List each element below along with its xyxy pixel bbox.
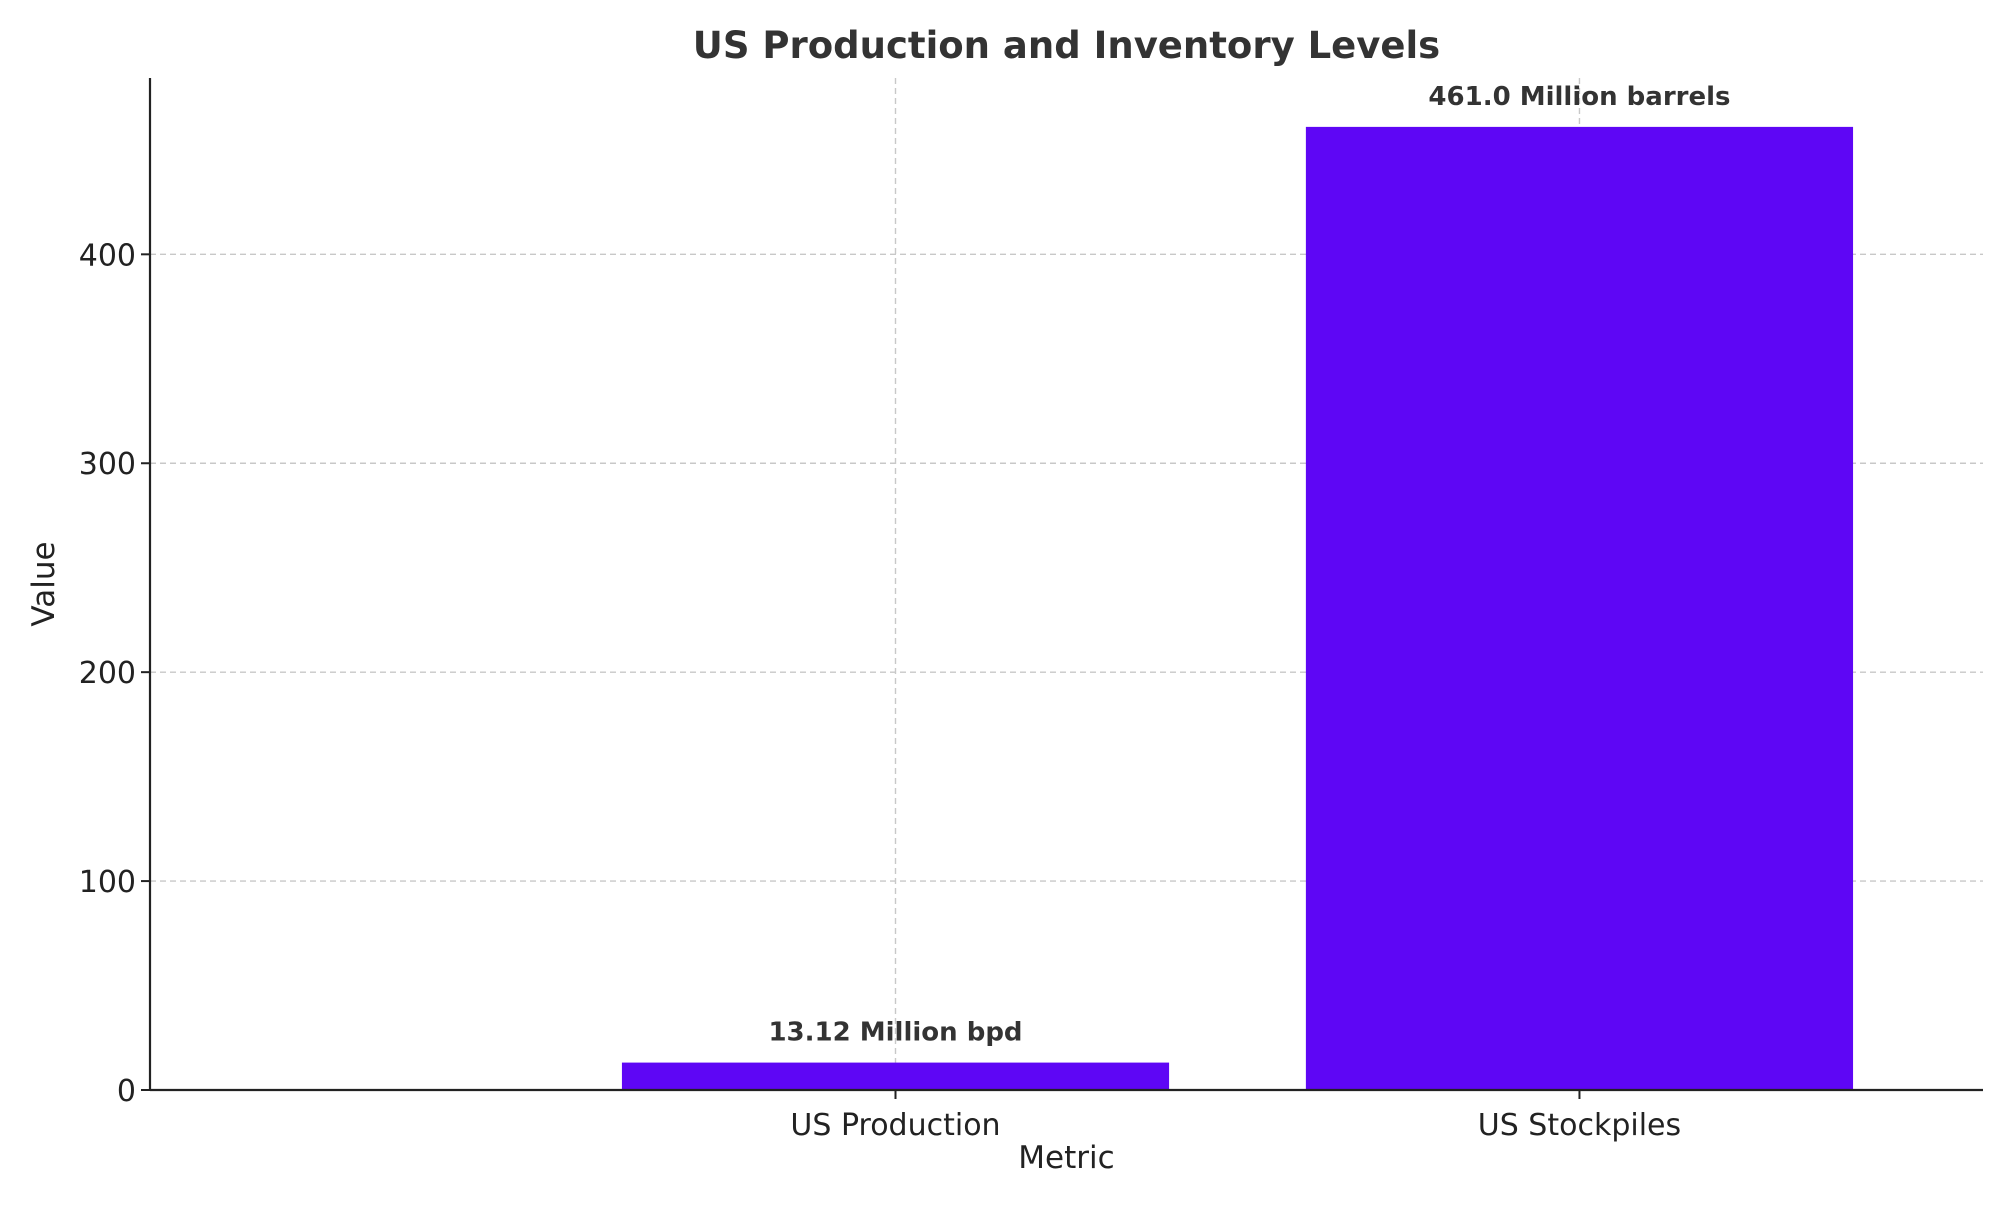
data-labels: 13.12 Million bpd 461.0 Million barrels	[768, 82, 1730, 1048]
x-axis-label: Metric	[1018, 1140, 1114, 1176]
x-tick-label: US Stockpiles	[1478, 1108, 1681, 1143]
y-tick-label: 400	[79, 238, 136, 273]
y-axis-label: Value	[26, 541, 62, 626]
y-tick-label: 0	[117, 1074, 136, 1109]
bars	[621, 126, 1854, 1091]
x-tick-label: US Production	[790, 1108, 1000, 1143]
bar-value-label: 13.12 Million bpd	[768, 1018, 1022, 1048]
tick-labels: 0 100 200 300 400 US Production US Stockpiles	[79, 238, 1681, 1143]
y-tick-label: 200	[79, 656, 136, 691]
bar	[621, 1062, 1170, 1090]
chart-title: US Production and Inventory Levels	[693, 24, 1440, 67]
y-tick-label: 300	[79, 447, 136, 482]
bar-value-label: 461.0 Million barrels	[1428, 82, 1730, 112]
bar	[1305, 126, 1854, 1091]
axes	[148, 78, 1983, 1092]
y-tick-label: 100	[79, 865, 136, 900]
